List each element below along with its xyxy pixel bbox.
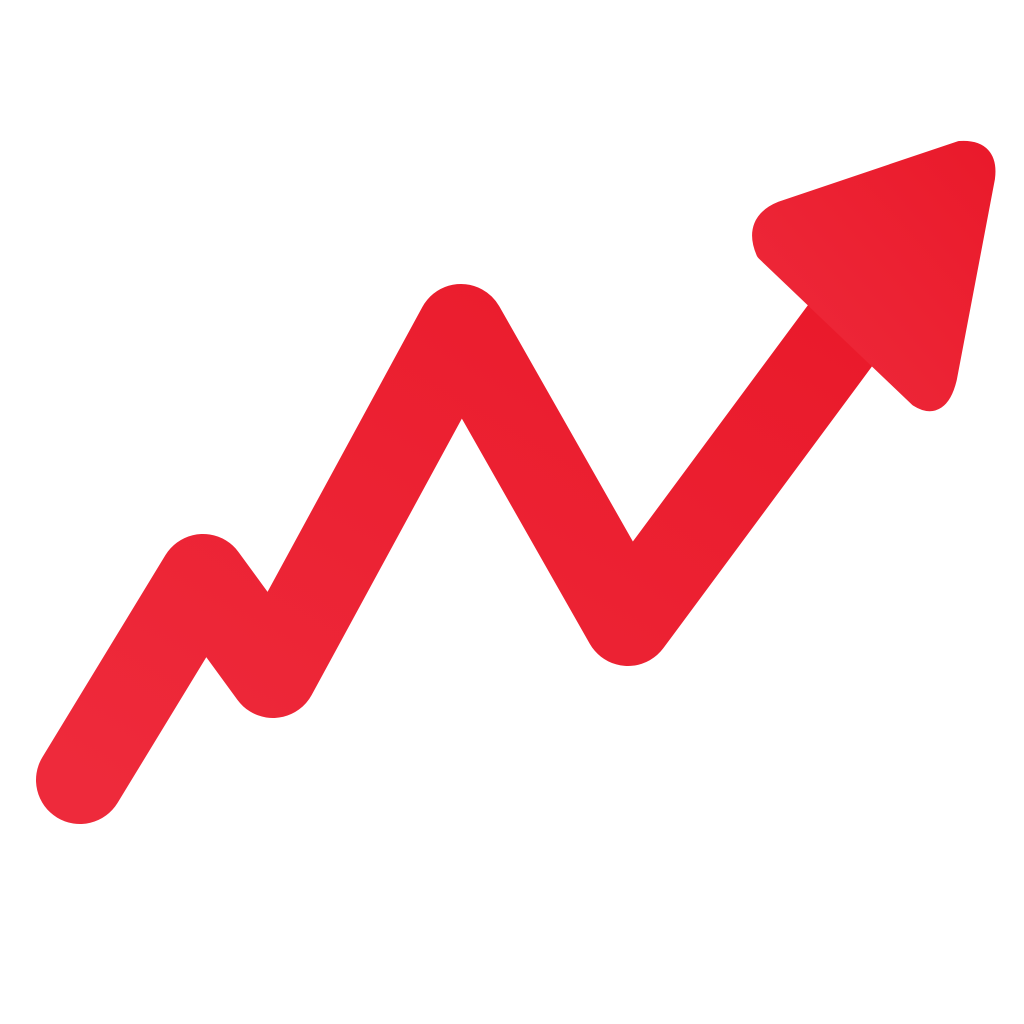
trend-line [80,328,842,780]
